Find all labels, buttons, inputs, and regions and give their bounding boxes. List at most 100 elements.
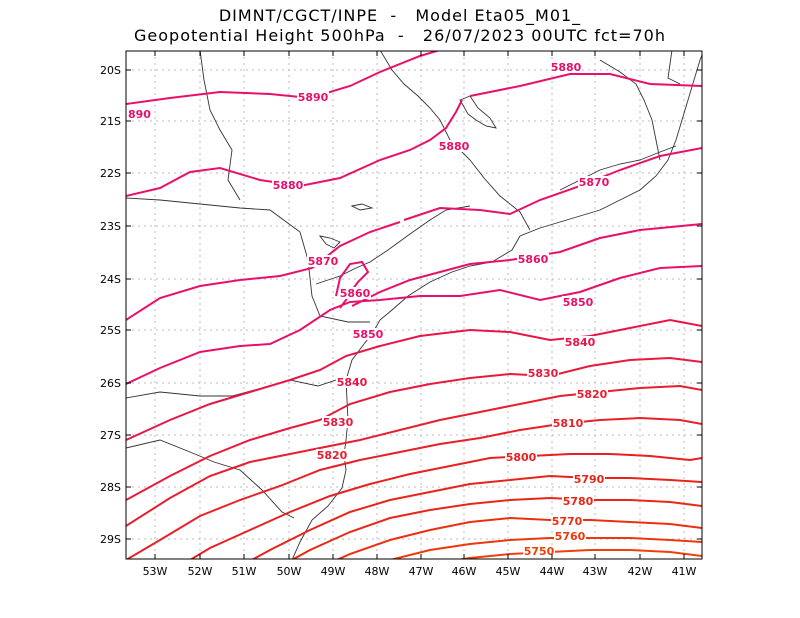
contour-5860	[351, 223, 702, 307]
contour-label: 5760	[555, 530, 586, 543]
contour-5770	[336, 516, 702, 559]
contour-label: 5820	[577, 388, 608, 401]
contour-label-bg	[562, 495, 594, 507]
contour-label: 5840	[337, 376, 368, 389]
contour-label: 5880	[439, 140, 470, 153]
contour-label-bg	[272, 179, 304, 191]
contour-label-bg	[297, 91, 329, 103]
contour-5880	[469, 73, 702, 97]
lon-tick-label: 51W	[232, 565, 257, 578]
lat-tick-label: 26S	[100, 377, 121, 390]
contour-label: 5810	[553, 417, 584, 430]
contour-5870	[126, 221, 401, 321]
contour-5850	[126, 265, 702, 385]
lat-tick-label: 29S	[100, 533, 121, 546]
contour-labels: 5890 5880 5880 5880 5870 5870 5860 5860 5850 5850…	[127, 61, 610, 558]
state-border	[126, 377, 347, 399]
lon-tick-label: 49W	[321, 565, 346, 578]
lon-tick-label: 53W	[143, 565, 168, 578]
contour-label-bg	[352, 328, 384, 340]
state-border	[315, 205, 471, 285]
lon-tick-label: 43W	[583, 565, 608, 578]
contour-label: 5860	[340, 287, 371, 300]
reservoir	[350, 203, 374, 211]
lakes	[459, 95, 497, 129]
lon-tick-label: 46W	[452, 565, 477, 578]
map-gridlines	[126, 51, 702, 559]
contour-label: 5790	[574, 473, 605, 486]
contour-label: 5870	[579, 176, 610, 189]
contour-label: 5870	[308, 255, 339, 268]
contour-5810	[126, 416, 702, 559]
contour-5840	[126, 318, 702, 441]
state-border	[126, 439, 295, 519]
lat-tick-label: 27S	[100, 429, 121, 442]
contour-label-bg	[573, 473, 605, 485]
contour-label-bg	[505, 451, 537, 463]
contour-label: 5890	[298, 91, 329, 104]
lon-tick-label: 50W	[277, 565, 302, 578]
contour-label-bg	[552, 417, 584, 429]
contour-label: 5780	[563, 495, 594, 508]
contour-label: 5880	[551, 61, 582, 74]
state-border	[599, 59, 661, 161]
lon-tick-label: 47W	[409, 565, 434, 578]
latitude-labels: 20S 21S 22S 23S 24S 25S 26S 27S 28S 29S	[100, 64, 121, 546]
contour-label-bg	[517, 253, 549, 265]
contour-label: 5840	[565, 336, 596, 349]
contour-label: 5800	[506, 451, 537, 464]
contour-label: 5850	[563, 296, 594, 309]
state-border	[667, 51, 681, 85]
lat-tick-label: 24S	[100, 273, 121, 286]
contour-label-bg	[564, 336, 596, 348]
contour-label-bg	[551, 515, 583, 527]
lon-tick-label: 44W	[540, 565, 565, 578]
axis-ticks	[126, 51, 702, 559]
contour-5790	[251, 474, 702, 559]
coastline-and-borders	[126, 51, 702, 559]
contour-5780	[291, 496, 702, 559]
contour-5880	[126, 99, 463, 197]
contour-label: 5860	[518, 253, 549, 266]
contour-5760	[389, 537, 702, 559]
map-title-line2: Geopotential Height 500hPa - 26/07/2023 …	[134, 26, 666, 45]
contour-label-bg	[339, 287, 371, 299]
contour-label: 5750	[524, 545, 555, 558]
lon-tick-label: 42W	[628, 565, 653, 578]
contour-label-bg	[554, 530, 586, 542]
lon-tick-label: 52W	[188, 565, 213, 578]
lat-tick-label: 23S	[100, 220, 121, 233]
contour-label-bg	[578, 176, 610, 188]
contour-label-edge: 890	[128, 108, 151, 121]
reservoir	[318, 235, 341, 249]
contour-label-bg	[322, 416, 354, 428]
contour-label: 5770	[552, 515, 583, 528]
lat-tick-label: 28S	[100, 481, 121, 494]
contour-5800	[189, 453, 702, 559]
contour-label-bg	[307, 255, 339, 267]
contour-label-bg	[576, 388, 608, 400]
lat-tick-label: 20S	[100, 64, 121, 77]
contour-label-bg	[550, 61, 582, 73]
state-border	[126, 197, 370, 323]
contour-label: 5830	[528, 367, 559, 380]
contour-label-bg	[336, 376, 368, 388]
contour-label: 5880	[273, 179, 304, 192]
contour-5820	[126, 384, 702, 527]
contour-label: 5820	[317, 449, 348, 462]
lat-tick-label: 25S	[100, 324, 121, 337]
contour-label-bg	[438, 140, 470, 152]
lon-tick-label: 45W	[496, 565, 521, 578]
lat-tick-label: 22S	[100, 167, 121, 180]
contour-label-bg	[523, 545, 555, 557]
map-title-line1: DIMNT/CGCT/INPE - Model Eta05_M01_	[218, 6, 582, 25]
contour-label-bg	[527, 367, 559, 379]
contour-label-bg	[316, 449, 348, 461]
lon-tick-label: 41W	[672, 565, 697, 578]
state-border	[199, 51, 241, 201]
contour-label-bg	[562, 296, 594, 308]
contour-label-bg	[127, 108, 143, 120]
map-frame	[125, 50, 703, 560]
contour-5890	[126, 51, 441, 105]
